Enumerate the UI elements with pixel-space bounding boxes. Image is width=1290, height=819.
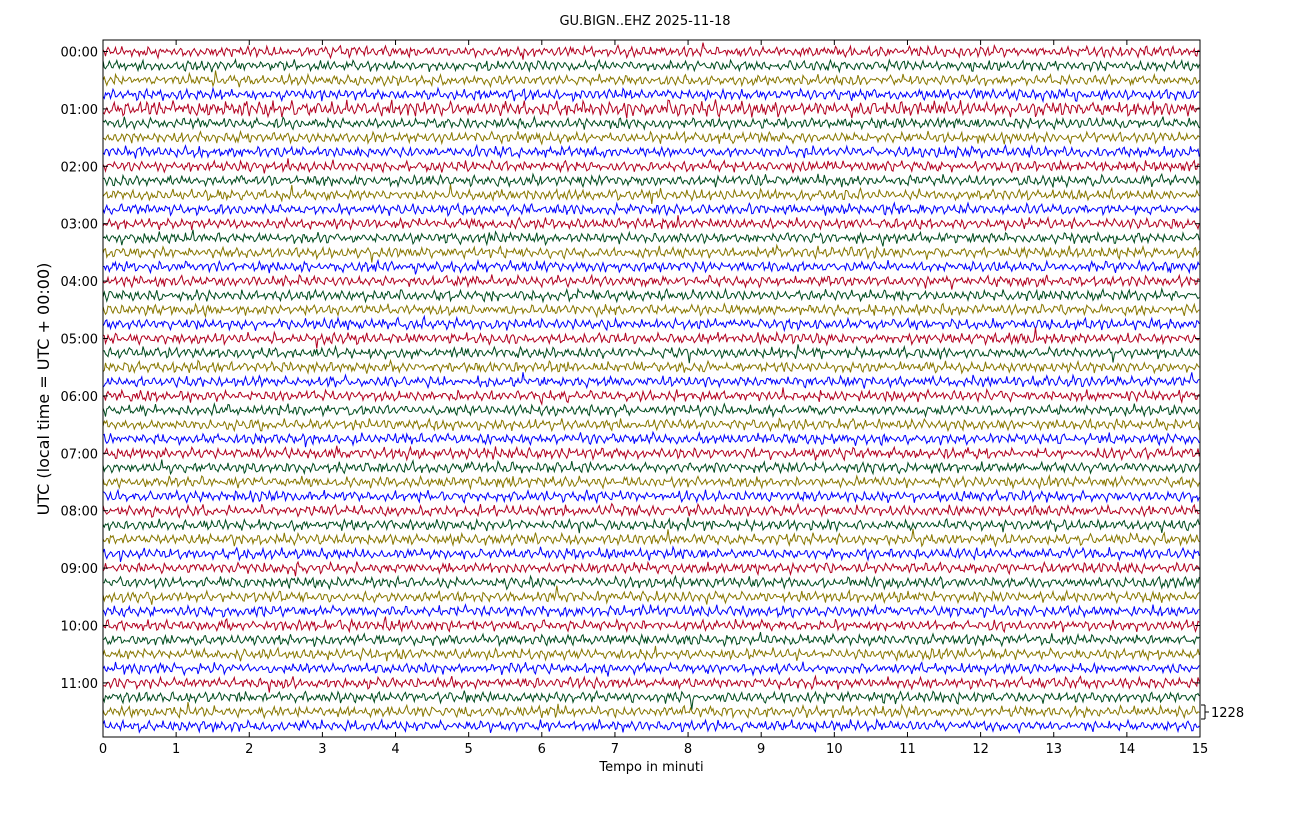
x-tick-label: 0 <box>99 742 107 757</box>
seismic-trace <box>102 327 1200 349</box>
y-tick-label: 02:00 <box>61 160 98 175</box>
x-axis: 0 1 2 3 4 5 6 7 8 9 10 11 12 13 14 15 <box>99 40 1208 757</box>
seismic-trace <box>102 215 1200 232</box>
seismic-trace <box>102 302 1200 319</box>
seismic-trace <box>102 502 1200 519</box>
y-tick-label: 09:00 <box>61 562 98 577</box>
x-tick-label: 6 <box>538 742 546 757</box>
seismic-trace <box>102 445 1200 462</box>
seismic-trace <box>102 631 1200 648</box>
seismic-trace <box>102 718 1200 734</box>
seismic-trace <box>102 585 1200 605</box>
x-tick-label: 10 <box>826 742 843 757</box>
seismic-trace <box>102 545 1200 563</box>
y-tick-label: 04:00 <box>61 275 98 290</box>
seismic-trace <box>102 229 1200 247</box>
seismic-trace <box>102 201 1200 218</box>
seismic-trace <box>102 560 1200 577</box>
seismic-trace <box>102 258 1200 275</box>
chart-title: GU.BIGN..EHZ 2025-11-18 <box>559 14 730 29</box>
seismic-trace <box>102 430 1200 448</box>
y-tick-label: 01:00 <box>61 103 98 118</box>
seismic-trace <box>102 184 1200 204</box>
seismic-trace <box>102 287 1200 304</box>
seismic-trace <box>102 473 1200 491</box>
x-tick-label: 12 <box>972 742 989 757</box>
seismic-trace <box>102 661 1200 677</box>
seismic-trace <box>102 86 1200 104</box>
seismic-trace <box>102 459 1200 476</box>
seismic-trace <box>102 314 1200 333</box>
seismic-trace <box>102 528 1200 548</box>
trace-group <box>102 42 1200 734</box>
seismic-trace <box>102 99 1200 119</box>
scale-bar-label: 1228 <box>1211 706 1244 721</box>
seismic-trace <box>102 172 1200 189</box>
seismic-trace <box>102 273 1200 290</box>
x-tick-label: 14 <box>1119 742 1136 757</box>
seismic-trace <box>102 129 1200 146</box>
y-tick-label: 06:00 <box>61 390 98 405</box>
seismic-trace <box>102 645 1200 662</box>
seismic-trace <box>102 57 1200 74</box>
x-tick-label: 9 <box>757 742 765 757</box>
x-tick-label: 3 <box>318 742 326 757</box>
seismic-trace <box>102 417 1200 433</box>
seismic-trace <box>102 372 1200 390</box>
y-tick-label: 10:00 <box>61 620 98 635</box>
seismic-trace <box>102 158 1200 174</box>
x-tick-label: 7 <box>611 742 619 757</box>
seismic-trace <box>102 702 1200 720</box>
seismic-trace <box>102 243 1200 263</box>
amplitude-scale-bar: 1228 <box>1201 704 1244 721</box>
x-tick-label: 13 <box>1045 742 1062 757</box>
seismic-trace <box>102 401 1200 419</box>
seismic-trace <box>102 115 1200 131</box>
x-tick-label: 11 <box>899 742 916 757</box>
x-tick-label: 8 <box>684 742 692 757</box>
y-axis-label: UTC (local time = UTC + 00:00) <box>34 263 53 516</box>
seismic-trace <box>102 488 1200 505</box>
seismic-trace <box>102 344 1200 364</box>
seismic-trace <box>102 616 1200 634</box>
x-tick-label: 5 <box>465 742 473 757</box>
y-tick-label: 11:00 <box>61 677 98 692</box>
y-tick-label: 00:00 <box>61 46 98 61</box>
seismic-trace <box>102 689 1200 710</box>
x-tick-label: 15 <box>1192 742 1209 757</box>
seismic-trace <box>103 574 1200 591</box>
seismic-trace <box>102 517 1200 534</box>
x-axis-label: Tempo in minuti <box>598 760 703 775</box>
x-tick-label: 4 <box>391 742 399 757</box>
seismic-trace <box>102 70 1200 89</box>
y-tick-label: 08:00 <box>61 505 98 520</box>
x-tick-label: 2 <box>245 742 253 757</box>
seismic-trace <box>102 358 1200 375</box>
y-axis: 00:00 01:00 02:00 03:00 04:00 05:00 06:00 07:00… <box>61 46 1200 692</box>
seismic-trace <box>102 603 1200 619</box>
plot-frame <box>102 39 1201 738</box>
seismic-trace <box>102 674 1200 693</box>
seismic-trace <box>102 387 1200 407</box>
x-tick-label: 1 <box>172 742 180 757</box>
seismic-trace <box>102 143 1200 159</box>
y-tick-label: 05:00 <box>61 333 98 348</box>
y-tick-label: 03:00 <box>61 218 98 233</box>
seismic-trace <box>102 42 1200 60</box>
y-tick-label: 07:00 <box>61 447 98 462</box>
